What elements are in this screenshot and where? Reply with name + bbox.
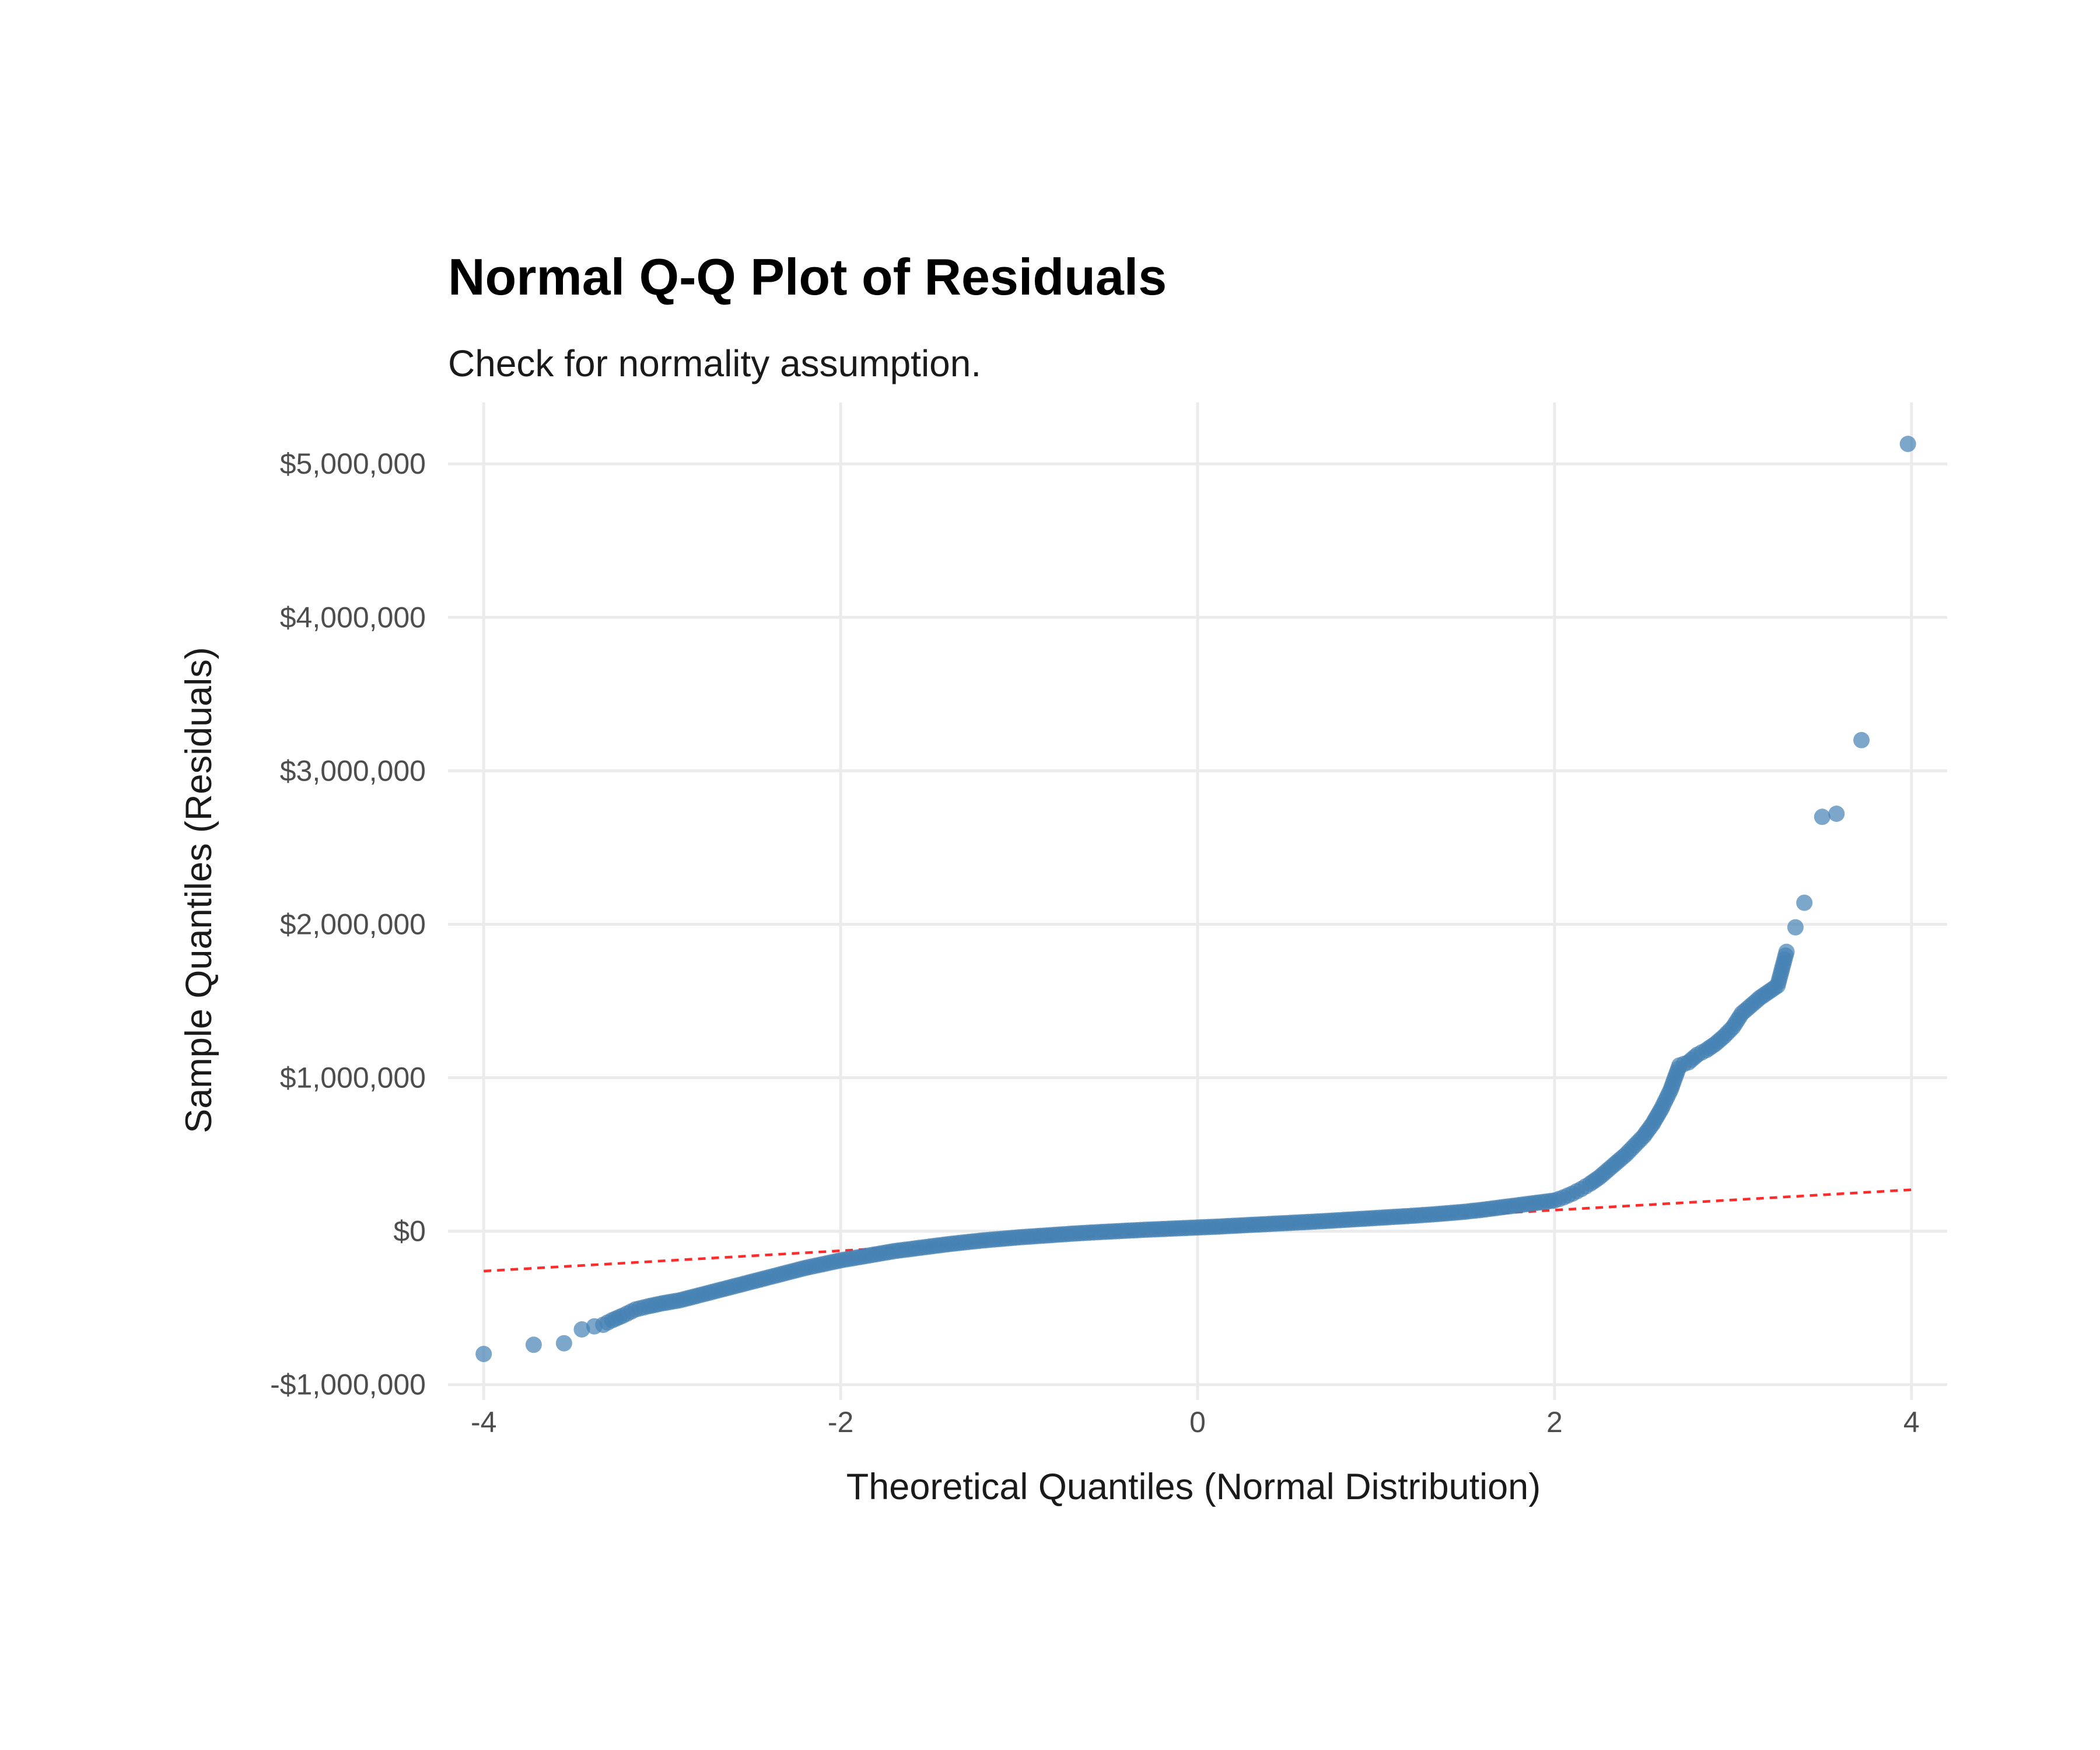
data-point [1828,806,1845,822]
data-point [1899,436,1916,452]
x-tick-label: 2 [1546,1406,1563,1438]
data-point [475,1346,492,1363]
y-tick-label: $3,000,000 [280,754,426,787]
data-point [1796,894,1813,911]
x-tick-label: -4 [471,1406,496,1438]
x-tick-label: 4 [1903,1406,1920,1438]
y-tick-label: $4,000,000 [280,601,426,634]
data-point [573,1321,590,1338]
y-tick-label: $0 [393,1215,426,1248]
data-point [555,1335,572,1352]
data-point [1814,808,1831,825]
y-axis-ticks: -$1,000,000 $0 $1,000,000 $2,000,000 $3,000,… [270,447,426,1401]
y-tick-label: -$1,000,000 [270,1368,426,1401]
grid-lines [448,402,1947,1400]
y-tick-label: $5,000,000 [280,447,426,480]
chart-subtitle: Check for normality assumption. [448,342,981,384]
data-point [1853,732,1870,748]
data-point [1777,947,1794,964]
x-tick-label: 0 [1189,1406,1206,1438]
data-point [525,1336,542,1353]
y-tick-label: $1,000,000 [280,1062,426,1094]
x-axis-ticks: -4 -2 0 2 4 [471,1406,1920,1438]
y-tick-label: $2,000,000 [280,908,426,940]
chart-title: Normal Q-Q Plot of Residuals [448,248,1167,306]
data-point [1787,919,1804,936]
y-axis-title: Sample Quantiles (Residuals) [178,647,219,1133]
x-tick-label: -2 [828,1406,853,1438]
data-points [475,436,1916,1363]
x-axis-title: Theoretical Quantiles (Normal Distributi… [846,1466,1541,1507]
